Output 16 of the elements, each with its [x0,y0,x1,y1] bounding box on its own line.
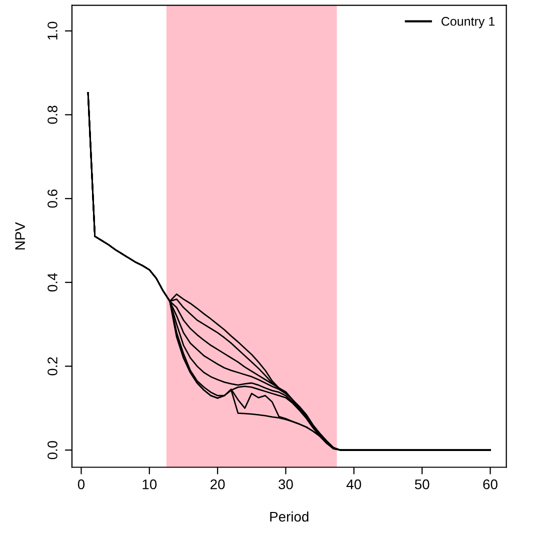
x-tick-label: 50 [414,479,430,490]
y-tick-label: 0.4 [48,273,58,292]
y-tick-label: 1.0 [48,22,58,40]
y-tick-label: 0.2 [48,357,58,376]
y-axis-title: NPV [15,222,25,250]
y-tick-label: 0.6 [48,190,58,208]
y-tick-label: 0.8 [48,106,58,124]
legend-label: Country 1 [442,16,494,28]
x-axis-title: Period [270,511,308,522]
x-tick-label: 30 [278,479,293,490]
x-tick-label: 40 [346,479,362,490]
x-tick-label: 60 [483,479,498,490]
x-tick-label: 20 [210,479,225,490]
x-tick-label: 0 [78,479,85,490]
y-tick-label: 0.0 [48,440,58,460]
x-tick-label: 10 [142,479,157,490]
